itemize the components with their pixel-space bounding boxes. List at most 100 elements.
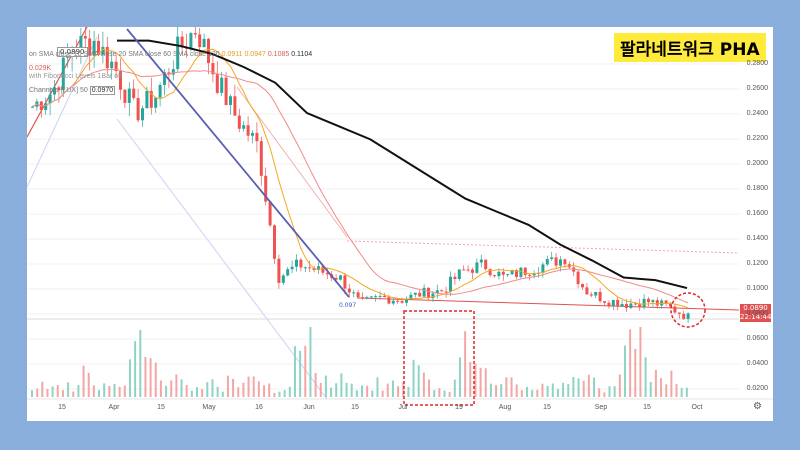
gear-icon[interactable]: ⚙ — [753, 401, 762, 412]
candle-body — [501, 271, 505, 275]
volume-bar — [417, 365, 420, 397]
candle-body — [237, 115, 241, 129]
channel-legend[interactable]: Channels [LUX] 50 0.0970 — [29, 86, 116, 95]
volume-bar — [288, 386, 291, 397]
candle-body — [400, 300, 404, 303]
low-label: 0.097 — [339, 302, 357, 309]
candle-body — [141, 108, 144, 121]
candle-body — [334, 277, 338, 280]
candle-body — [488, 269, 492, 276]
candle-body — [638, 303, 642, 308]
candle-body — [589, 294, 593, 296]
ma-legend[interactable]: on SMA close 10 SMA close 20 SMA close 6… — [29, 51, 312, 58]
volume-bar — [345, 382, 348, 397]
volume-bar — [386, 383, 389, 397]
x-tick-label: Sep — [594, 404, 608, 411]
x-tick-label: 19 — [455, 404, 463, 411]
candle-body — [413, 292, 417, 295]
candle-body — [427, 287, 430, 299]
candle-body — [369, 296, 373, 298]
volume-bar — [644, 357, 647, 397]
candle-body — [642, 298, 646, 308]
candle-body — [31, 106, 34, 108]
x-tick-label: Apr — [108, 404, 120, 411]
y-tick-label: 0.1200 — [746, 260, 768, 267]
candle-body — [449, 276, 452, 292]
volume-bar — [422, 372, 425, 397]
candle-body — [466, 269, 470, 271]
volume-bar — [402, 382, 405, 397]
volume-bar — [531, 390, 534, 397]
volume-bar — [536, 389, 539, 397]
volume-bar — [82, 365, 85, 397]
price-box: 0.0890 — [57, 47, 88, 57]
volume-bar — [670, 370, 673, 397]
volume-bar — [159, 380, 162, 397]
volume-bar — [67, 382, 70, 397]
candle-body — [132, 88, 136, 99]
volume-bar — [232, 378, 235, 397]
candle-body — [519, 267, 523, 277]
volume-bar — [31, 390, 33, 397]
volume-bar — [551, 383, 554, 397]
candle-body — [409, 294, 413, 300]
guide-line — [116, 118, 328, 400]
candle-body — [202, 38, 206, 48]
candle-body — [664, 300, 668, 304]
candle-body — [453, 276, 457, 280]
price-chart[interactable] — [27, 27, 773, 421]
volume-bar — [469, 361, 472, 397]
volume-bar — [170, 380, 173, 397]
candle-body — [603, 301, 606, 303]
channel-top — [346, 240, 740, 254]
volume-bar — [582, 380, 585, 397]
volume-bar — [134, 341, 137, 397]
candle-body — [493, 275, 496, 277]
volume-bar — [144, 356, 147, 397]
candle-body — [295, 259, 298, 267]
candle-body — [378, 295, 382, 297]
volume-bar — [128, 359, 131, 397]
candle-body — [374, 296, 378, 298]
volume-bar — [268, 383, 271, 397]
candle-body — [303, 267, 307, 269]
ma-label: on SMA close 10 SMA close 20 SMA close 6… — [29, 51, 220, 58]
candle-body — [559, 259, 562, 266]
candle-body — [176, 36, 180, 70]
candle-body — [616, 299, 620, 307]
candle-body — [123, 89, 127, 103]
volume-bar — [567, 384, 570, 397]
volume-bar — [495, 385, 498, 397]
volume-bar — [598, 388, 601, 397]
candle-body — [479, 259, 483, 263]
chart-frame: 팔라네트워크 PHA 0.0890 on SMA close 10 SMA cl… — [27, 27, 773, 421]
candle-body — [286, 269, 290, 276]
candle-body — [101, 46, 105, 55]
fib-legend[interactable]: with Fibonacci Levels 1Bar off — [29, 73, 122, 80]
volume-bar — [139, 329, 142, 397]
candle-body — [651, 300, 655, 303]
volume-bar — [252, 376, 255, 397]
candle-body — [88, 38, 92, 56]
volume-bar — [458, 357, 461, 397]
x-tick-label: 15 — [351, 404, 359, 411]
volume-bar — [309, 327, 312, 397]
x-tick-label: Oct — [691, 404, 703, 411]
candle-body — [189, 33, 193, 49]
candle-body — [97, 40, 100, 55]
volume-bar — [293, 346, 296, 397]
candle-body — [321, 266, 325, 273]
annotation-circle — [670, 292, 706, 328]
candle-body — [79, 36, 83, 54]
volume-legend: 0.029K — [29, 65, 52, 72]
volume-bar — [505, 377, 508, 397]
candle-body — [44, 103, 48, 111]
candle-body — [224, 77, 228, 105]
ma-value-1: 0.0911 — [221, 51, 243, 58]
volume-bar — [489, 383, 492, 397]
volume-bar — [247, 376, 250, 397]
volume-bar — [51, 386, 54, 397]
candle-body — [198, 34, 202, 48]
countdown-tag: 22:14:44 — [740, 313, 772, 322]
guide-line — [27, 36, 98, 188]
